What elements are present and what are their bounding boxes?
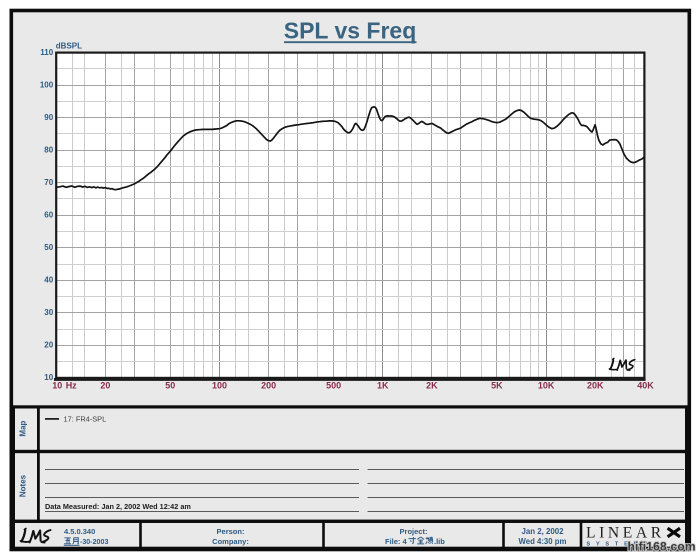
svg-text:40K: 40K <box>637 381 654 391</box>
svg-text:.lib: .lib <box>434 537 445 546</box>
svg-text:File: 4: File: 4 <box>385 537 408 546</box>
svg-text:40: 40 <box>44 276 53 285</box>
svg-text:Map: Map <box>19 420 28 436</box>
svg-text:1K: 1K <box>377 381 389 391</box>
svg-text:30: 30 <box>44 308 53 317</box>
svg-text:Wed 4:30 pm: Wed 4:30 pm <box>519 537 567 546</box>
svg-text:60: 60 <box>44 210 53 219</box>
svg-text:SYSTEMS: SYSTEMS <box>587 542 654 548</box>
svg-text:dBSPL: dBSPL <box>56 42 82 51</box>
svg-text:-30-2003: -30-2003 <box>80 538 108 546</box>
svg-text:hifi168.com: hifi168.com <box>628 540 696 554</box>
svg-text:Jan 2, 2002: Jan 2, 2002 <box>521 527 564 536</box>
svg-text:20: 20 <box>100 381 110 391</box>
svg-text:110: 110 <box>40 48 53 57</box>
svg-text:20: 20 <box>44 341 53 350</box>
svg-text:10: 10 <box>44 373 53 382</box>
svg-text:70: 70 <box>44 178 53 187</box>
svg-text:LINEAR: LINEAR <box>586 525 665 542</box>
svg-text:4.5.0.340: 4.5.0.340 <box>64 527 95 536</box>
svg-text:Notes: Notes <box>19 474 28 497</box>
svg-text:Hz: Hz <box>66 381 77 391</box>
svg-text:Person:: Person: <box>217 527 245 536</box>
svg-text:90: 90 <box>44 113 53 122</box>
svg-text:2K: 2K <box>426 381 438 391</box>
svg-text:50: 50 <box>165 381 175 391</box>
svg-text:100: 100 <box>212 381 227 391</box>
svg-text:20K: 20K <box>587 381 604 391</box>
svg-text:100: 100 <box>40 80 54 89</box>
svg-text:80: 80 <box>44 145 53 154</box>
svg-text:Company:: Company: <box>212 537 249 546</box>
svg-text:Project:: Project: <box>400 527 428 536</box>
svg-text:10: 10 <box>52 381 62 391</box>
svg-text:200: 200 <box>261 381 276 391</box>
svg-text:SPL vs Freq: SPL vs Freq <box>284 18 417 44</box>
svg-text:5K: 5K <box>491 381 503 391</box>
svg-text:17: FR4-SPL: 17: FR4-SPL <box>64 414 107 423</box>
svg-text:500: 500 <box>326 381 341 391</box>
svg-text:Data Measured: Jan 2, 2002 W: Data Measured: Jan 2, 2002 Wed 12:42 am <box>45 502 191 511</box>
svg-text:50: 50 <box>44 243 53 252</box>
svg-text:10K: 10K <box>538 381 555 391</box>
